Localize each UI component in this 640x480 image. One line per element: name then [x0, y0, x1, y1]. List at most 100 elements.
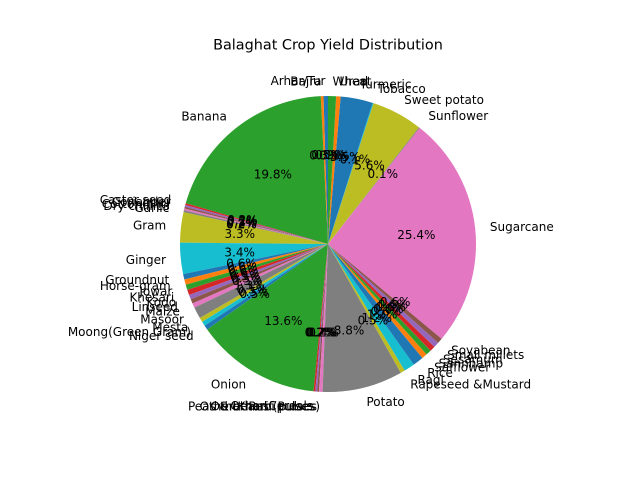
pie-category-label: Moong(Green Gram) — [68, 325, 191, 339]
pie-slice — [328, 244, 442, 343]
pie-slice — [184, 244, 328, 285]
pie-category-label: Potato — [367, 395, 405, 409]
pie-category-label: Ginger — [126, 253, 166, 267]
chart-title: Balaghat Crop Yield Distribution — [213, 38, 443, 54]
pie-slice — [313, 244, 328, 392]
pie-slices — [180, 95, 476, 393]
pie-category-label: Turmeric — [359, 77, 412, 91]
pie-category-label: Garlic — [134, 201, 169, 215]
pie-slice — [318, 244, 328, 392]
pie-percent-label: 0.5% — [239, 287, 270, 301]
pie-category-label: Kodo — [146, 295, 176, 309]
pie-slice — [328, 127, 476, 339]
pie-category-label: Jowar — [138, 285, 172, 299]
pie-slice — [207, 244, 328, 392]
pie-slice — [328, 244, 431, 355]
pie-slice — [328, 244, 427, 358]
pie-percent-label: 0.5% — [230, 269, 261, 283]
pie-slice — [328, 95, 337, 245]
pie-category-label: Other Rabi pulses — [211, 399, 318, 413]
pie-category-label: Sesamum — [443, 352, 503, 366]
pie-category-label: Coriander — [112, 195, 171, 209]
pie-slice — [185, 96, 328, 245]
pie-percent-label: 0.2% — [226, 217, 257, 231]
pie-percent-label: 0.6% — [371, 304, 402, 318]
pie-slice — [322, 244, 401, 393]
pie-category-label: Peas & beans (Pulses) — [188, 400, 320, 414]
pie-category-label: Other Cereals — [230, 399, 313, 413]
pie-category-label: Sugarcane — [490, 220, 554, 234]
pie-category-label: Masoor — [140, 313, 184, 327]
pie-percent-label: 0.6% — [227, 260, 258, 274]
pie-percent-label: 0.2% — [227, 214, 258, 228]
pie-percent-label: 3.4% — [224, 246, 255, 260]
pie-slice — [180, 242, 328, 275]
pie-slice — [194, 244, 328, 318]
pie-category-label: Soyabean — [451, 344, 510, 358]
pie-percent-label: 1.2% — [367, 307, 398, 321]
pie-percent-label: 0.6% — [380, 295, 411, 309]
pie-percent-label: 0.5% — [238, 285, 269, 299]
pie-percent-label: 0.6% — [375, 300, 406, 314]
pie-slice — [328, 244, 439, 347]
pie-percent-label: 1.2% — [362, 311, 393, 325]
pie-percent-label: 0.2% — [305, 325, 336, 339]
pie-slice — [185, 244, 328, 290]
pie-category-label: Maize — [145, 305, 180, 319]
pie-category-label: Dry chillies — [103, 199, 169, 213]
pie-slice — [320, 96, 328, 244]
pie-percent-label: 3.5% — [330, 150, 361, 164]
pie-category-label: Rapeseed &Mustard — [410, 377, 531, 391]
pie-percent-label: 0.5% — [311, 148, 342, 162]
pie-percent-label: 0.5% — [237, 283, 268, 297]
pie-percent-label: 0.5% — [232, 274, 263, 288]
pie-category-label: Safflower — [434, 360, 490, 374]
pie-category-label: Khesari — [129, 290, 174, 304]
pie-percent-label: 0.6% — [228, 263, 259, 277]
pie-category-label: Sannhamp — [439, 356, 503, 370]
pie-percent-label: 0.6% — [226, 257, 257, 271]
pie-percent-label: 0.2% — [307, 326, 338, 340]
pie-slice — [317, 244, 328, 392]
pie-percent-label: 1.3% — [234, 278, 265, 292]
pie-percent-label: 0.2% — [227, 215, 258, 229]
pie-category-label: Sweet potato — [404, 93, 484, 107]
pie-slice — [328, 244, 405, 373]
pie-percent-label: 19.8% — [254, 167, 292, 181]
pie-percent-label: 0.6% — [229, 266, 260, 280]
pie-category-label: Bajra — [290, 74, 321, 88]
pie-percent-label: 13.6% — [264, 314, 302, 328]
pie-category-label: Other Kharif pulses — [200, 399, 315, 413]
pie-slice — [328, 96, 373, 244]
pie-category-label: Arhar/Tur — [271, 74, 326, 88]
pie-percent-label: 0.2% — [226, 216, 257, 230]
pie-slice — [180, 212, 328, 244]
pie-percent-label: 25.4% — [397, 228, 435, 242]
pie-percent-label: 0.2% — [306, 326, 337, 340]
pie-slice — [328, 244, 414, 371]
pie-percent-label: 0.5% — [319, 148, 350, 162]
pie-slice — [328, 127, 420, 244]
pie-slice — [328, 103, 419, 244]
pie-category-label: Banana — [181, 109, 227, 123]
pie-percent-label: 0.5% — [231, 271, 262, 285]
pie-slice — [190, 244, 328, 304]
pie-category-label: Groundnut — [105, 273, 169, 287]
pie-category-label: Wheat — [332, 74, 371, 88]
pie-category-label: Mesta — [152, 321, 188, 335]
pie-slice — [328, 244, 435, 351]
pie-category-label: Gram — [133, 219, 166, 233]
pie-slice — [199, 244, 328, 322]
pie-percent-label: 0.3% — [309, 148, 340, 162]
pie-percent-labels: 0.5%0.3%19.8%0.2%0.2%0.2%0.2%0.2%3.3%3.4… — [224, 148, 435, 339]
pie-percent-label: 0.2% — [227, 213, 258, 227]
pie-category-label: Castor seed — [100, 193, 171, 207]
pie-slice — [185, 203, 328, 244]
pie-slice — [184, 206, 328, 244]
pie-percent-label: 0.9% — [315, 148, 346, 162]
pie-category-label: Linseed — [132, 300, 178, 314]
pie-category-label: Small millets — [447, 348, 524, 362]
pie-percent-label: 0.1% — [340, 152, 371, 166]
